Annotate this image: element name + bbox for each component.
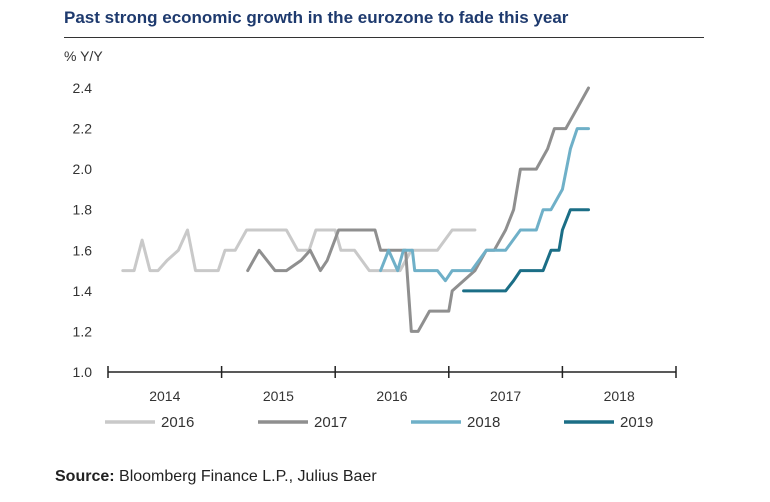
y-tick-label: 1.2 [73, 323, 93, 339]
legend: 2016 2017 2018 2019 [105, 414, 653, 431]
series-layer [121, 86, 590, 333]
y-axis: 1.0 1.2 1.4 1.6 1.8 2.0 2.2 2.4 [73, 80, 93, 380]
y-axis-label: % Y/Y [64, 48, 103, 64]
series-line-2017 [246, 86, 590, 333]
legend-label-2016: 2016 [161, 414, 194, 431]
source-text: Bloomberg Finance L.P., Julius Baer [119, 468, 377, 485]
x-tick-label: 2017 [490, 388, 521, 404]
series-line-2018 [379, 127, 590, 283]
source-note: Source: Bloomberg Finance L.P., Julius B… [55, 468, 377, 486]
x-tick-label: 2014 [149, 388, 180, 404]
x-tick-label: 2016 [376, 388, 407, 404]
source-label: Source: [55, 468, 115, 485]
y-tick-label: 1.8 [73, 202, 93, 218]
y-tick-label: 2.0 [73, 161, 93, 177]
y-tick-label: 1.4 [73, 283, 93, 299]
series-line-2019 [462, 208, 590, 293]
x-tick-label: 2018 [604, 388, 635, 404]
page-title: Past strong economic growth in the euroz… [64, 8, 569, 27]
y-tick-label: 1.6 [73, 242, 93, 258]
legend-label-2017: 2017 [314, 414, 347, 431]
legend-label-2019: 2019 [620, 414, 653, 431]
y-tick-label: 1.0 [73, 364, 93, 380]
legend-label-2018: 2018 [467, 414, 500, 431]
x-tick-label: 2015 [263, 388, 294, 404]
series-line-2016 [121, 228, 477, 273]
y-tick-label: 2.4 [73, 80, 93, 96]
x-axis: 2014 2015 2016 2017 2018 [107, 366, 677, 404]
title-rule [64, 37, 704, 38]
y-tick-label: 2.2 [73, 121, 93, 137]
